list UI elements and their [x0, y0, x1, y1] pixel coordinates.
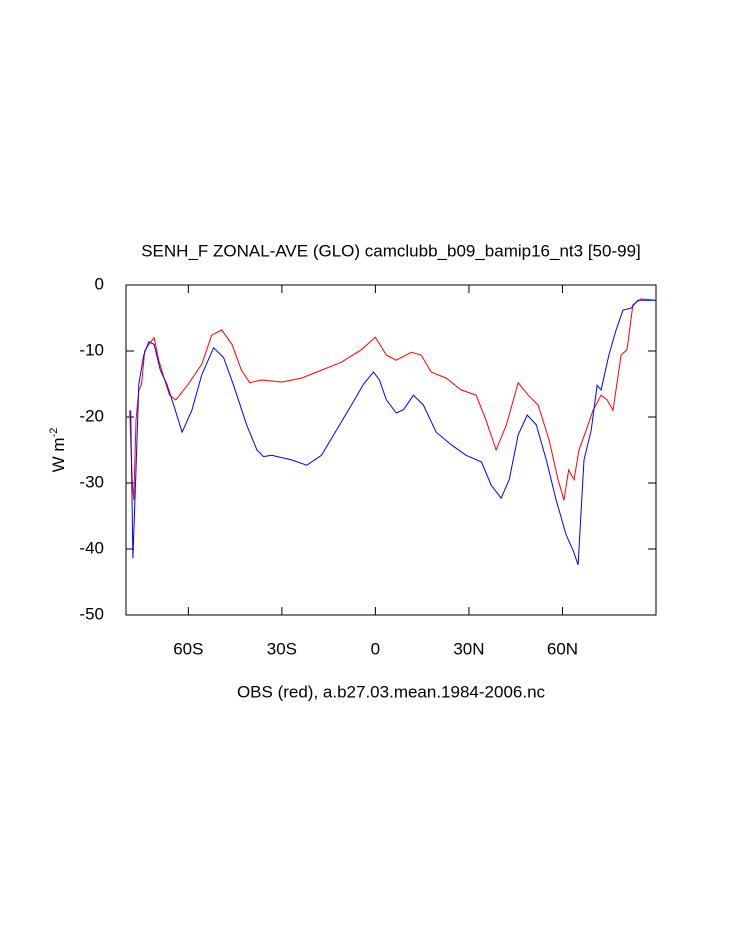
- x-tick-label: 60N: [547, 639, 578, 658]
- plot-frame: [125, 284, 657, 616]
- chart-title: SENH_F ZONAL-AVE (GLO) camclubb_b09_bami…: [141, 241, 641, 260]
- y-axis-label-sup: -2: [48, 428, 60, 438]
- y-tick-label: -20: [79, 406, 104, 425]
- y-tick-label: -50: [79, 604, 104, 623]
- data-line: [130, 299, 656, 565]
- x-tick-label: 30N: [453, 639, 484, 658]
- y-tick-label: 0: [95, 274, 104, 293]
- y-tick-label: -40: [79, 538, 104, 557]
- x-tick-label: 60S: [173, 639, 203, 658]
- chart-subtitle: OBS (red), a.b27.03.mean.1984-2006.nc: [237, 682, 546, 701]
- data-line: [129, 298, 657, 501]
- y-axis-label-main: W m: [49, 437, 68, 472]
- x-tick-label: 0: [371, 639, 380, 658]
- y-tick-label: -30: [79, 472, 104, 491]
- y-axis-label: W m-2: [48, 428, 69, 473]
- x-tick-label: 30S: [267, 639, 297, 658]
- y-tick-label: -10: [79, 340, 104, 359]
